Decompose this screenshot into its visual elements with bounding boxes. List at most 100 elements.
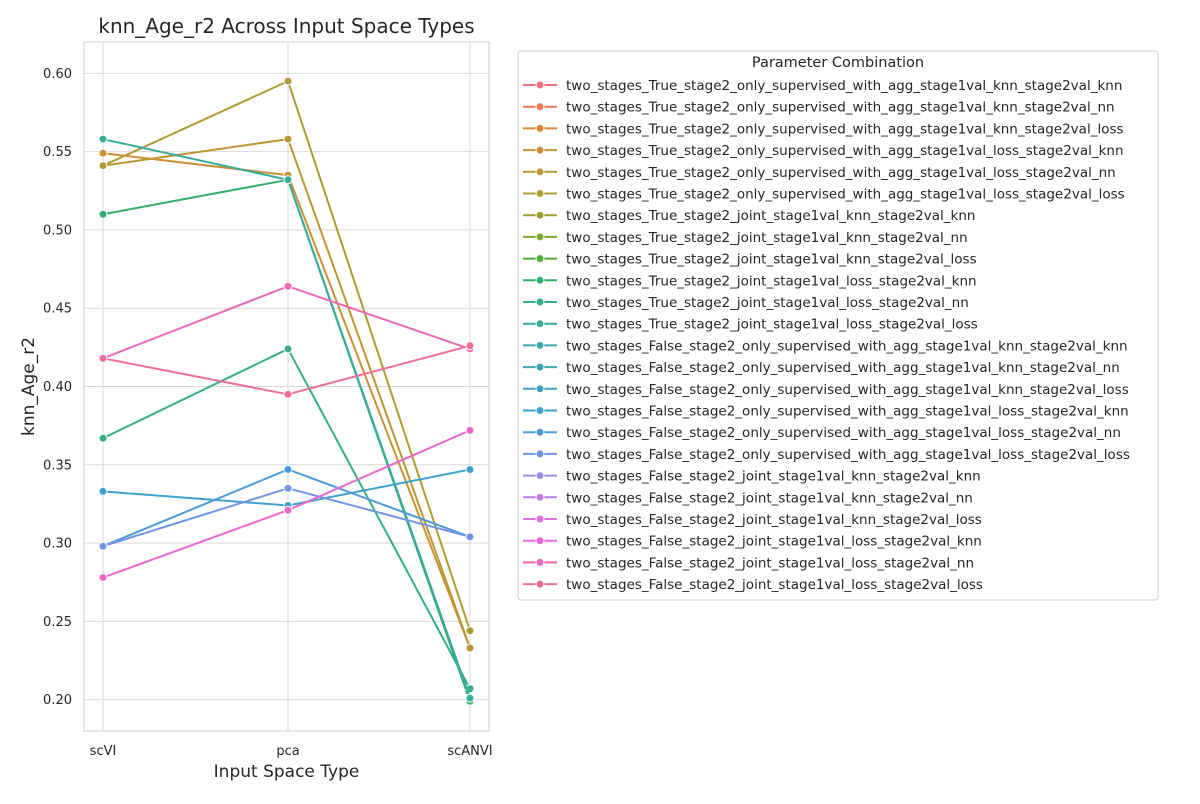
legend-entry: two_stages_True_stage2_joint_stage1val_k… bbox=[523, 252, 977, 268]
legend-title: Parameter Combination bbox=[752, 55, 924, 71]
y-axis-title: knn_Age_r2 bbox=[19, 337, 39, 436]
legend-entry: two_stages_True_stage2_only_supervised_w… bbox=[523, 100, 1115, 116]
legend-marker bbox=[535, 80, 545, 90]
data-point bbox=[465, 693, 475, 703]
series-group bbox=[98, 148, 475, 653]
data-point bbox=[98, 353, 108, 363]
legend-label: two_stages_True_stage2_joint_stage1val_l… bbox=[566, 273, 977, 289]
y-tick-label: 0.40 bbox=[43, 380, 72, 395]
legend-marker bbox=[535, 145, 545, 155]
y-tick-label: 0.45 bbox=[43, 302, 72, 317]
legend-label: two_stages_True_stage2_only_supervised_w… bbox=[566, 100, 1115, 116]
legend-entry: two_stages_False_stage2_joint_stage1val_… bbox=[523, 555, 974, 571]
grid-lines bbox=[84, 42, 489, 731]
legend-label: two_stages_False_stage2_only_supervised_… bbox=[566, 360, 1120, 376]
legend-marker bbox=[535, 427, 545, 437]
legend-label: two_stages_True_stage2_only_supervised_w… bbox=[566, 165, 1116, 181]
plot-frame bbox=[83, 41, 490, 732]
legend-entry: two_stages_True_stage2_only_supervised_w… bbox=[523, 187, 1125, 203]
legend-label: two_stages_True_stage2_only_supervised_w… bbox=[566, 121, 1124, 137]
x-tick-label: scVI bbox=[90, 744, 117, 759]
legend-entry: two_stages_False_stage2_only_supervised_… bbox=[523, 404, 1129, 420]
legend-marker bbox=[535, 384, 545, 394]
legend-marker bbox=[535, 102, 545, 112]
legend: Parameter Combination two_stages_True_st… bbox=[517, 50, 1159, 601]
data-point bbox=[283, 344, 293, 354]
legend-label: two_stages_True_stage2_joint_stage1val_l… bbox=[566, 317, 978, 333]
data-point bbox=[465, 341, 475, 351]
y-tick-label: 0.30 bbox=[43, 537, 72, 552]
data-point bbox=[283, 464, 293, 474]
legend-entry: two_stages_True_stage2_joint_stage1val_l… bbox=[523, 317, 978, 333]
legend-label: two_stages_False_stage2_joint_stage1val_… bbox=[566, 555, 974, 571]
axes: 0.20 0.25 0.30 0.35 0.40 0.45 0.50 0.55 0.60 scVI… bbox=[43, 41, 493, 759]
series-line bbox=[102, 138, 471, 699]
legend-entry: two_stages_True_stage2_joint_stage1val_k… bbox=[523, 208, 975, 224]
legend-entry: two_stages_True_stage2_joint_stage1val_l… bbox=[523, 295, 969, 311]
legend-entry: two_stages_False_stage2_joint_stage1val_… bbox=[523, 469, 981, 485]
legend-entry: two_stages_True_stage2_joint_stage1val_k… bbox=[523, 230, 968, 246]
series-group bbox=[98, 76, 475, 636]
series-group bbox=[98, 483, 475, 551]
legend-entry: two_stages_False_stage2_only_supervised_… bbox=[523, 382, 1129, 398]
y-tick-label: 0.35 bbox=[43, 458, 72, 473]
legend-marker bbox=[535, 340, 545, 350]
legend-label: two_stages_False_stage2_joint_stage1val_… bbox=[566, 490, 973, 506]
data-point bbox=[465, 643, 475, 653]
data-point bbox=[98, 209, 108, 219]
legend-entry: two_stages_True_stage2_joint_stage1val_l… bbox=[523, 273, 977, 289]
legend-marker bbox=[535, 536, 545, 546]
y-tick-label: 0.60 bbox=[43, 67, 72, 82]
legend-entry: two_stages_False_stage2_joint_stage1val_… bbox=[523, 577, 983, 593]
legend-entry: two_stages_False_stage2_only_supervised_… bbox=[523, 360, 1120, 376]
plot-series bbox=[98, 76, 475, 706]
legend-marker bbox=[535, 492, 545, 502]
series-group bbox=[98, 425, 475, 583]
legend-label: two_stages_True_stage2_only_supervised_w… bbox=[566, 187, 1125, 203]
series-line bbox=[102, 152, 471, 649]
y-tick-label: 0.25 bbox=[43, 615, 72, 630]
data-point bbox=[283, 76, 293, 86]
legend-marker bbox=[535, 254, 545, 264]
legend-entry: two_stages_True_stage2_only_supervised_w… bbox=[523, 143, 1124, 159]
legend-label: two_stages_False_stage2_joint_stage1val_… bbox=[566, 512, 982, 528]
legend-marker bbox=[535, 514, 545, 524]
legend-label: two_stages_False_stage2_joint_stage1val_… bbox=[566, 577, 983, 593]
series-line bbox=[102, 80, 471, 632]
legend-box bbox=[517, 50, 1159, 601]
x-tick-label: pca bbox=[276, 744, 299, 759]
legend-marker bbox=[535, 449, 545, 459]
legend-marker bbox=[535, 319, 545, 329]
legend-label: two_stages_False_stage2_only_supervised_… bbox=[566, 382, 1129, 398]
legend-label: two_stages_False_stage2_only_supervised_… bbox=[566, 447, 1130, 463]
data-point bbox=[283, 389, 293, 399]
legend-marker bbox=[535, 362, 545, 372]
x-tick-label: scANVI bbox=[447, 744, 492, 759]
legend-label: two_stages_False_stage2_joint_stage1val_… bbox=[566, 469, 981, 485]
y-tick-label: 0.55 bbox=[43, 145, 72, 160]
legend-label: two_stages_True_stage2_joint_stage1val_k… bbox=[566, 252, 977, 268]
data-point bbox=[283, 281, 293, 291]
legend-entry: two_stages_False_stage2_only_supervised_… bbox=[523, 447, 1130, 463]
data-point bbox=[98, 541, 108, 551]
legend-label: two_stages_True_stage2_only_supervised_w… bbox=[566, 78, 1122, 94]
data-point bbox=[98, 486, 108, 496]
legend-entry: two_stages_False_stage2_joint_stage1val_… bbox=[523, 512, 982, 528]
legend-marker bbox=[535, 471, 545, 481]
series-line bbox=[102, 178, 471, 702]
series-group bbox=[98, 341, 475, 399]
series-group bbox=[98, 134, 475, 703]
legend-entry: two_stages_True_stage2_only_supervised_w… bbox=[523, 78, 1122, 94]
legend-marker bbox=[535, 123, 545, 133]
x-axis-title: Input Space Type bbox=[214, 762, 360, 782]
y-tick-label: 0.20 bbox=[43, 693, 72, 708]
legend-entry: two_stages_True_stage2_only_supervised_w… bbox=[523, 121, 1124, 137]
series-line bbox=[102, 347, 471, 690]
data-point bbox=[465, 425, 475, 435]
data-point bbox=[283, 175, 293, 185]
series-group bbox=[98, 175, 475, 706]
legend-entry: two_stages_False_stage2_joint_stage1val_… bbox=[523, 490, 973, 506]
data-point bbox=[98, 148, 108, 158]
legend-label: two_stages_False_stage2_only_supervised_… bbox=[566, 404, 1129, 420]
data-point bbox=[465, 626, 475, 636]
